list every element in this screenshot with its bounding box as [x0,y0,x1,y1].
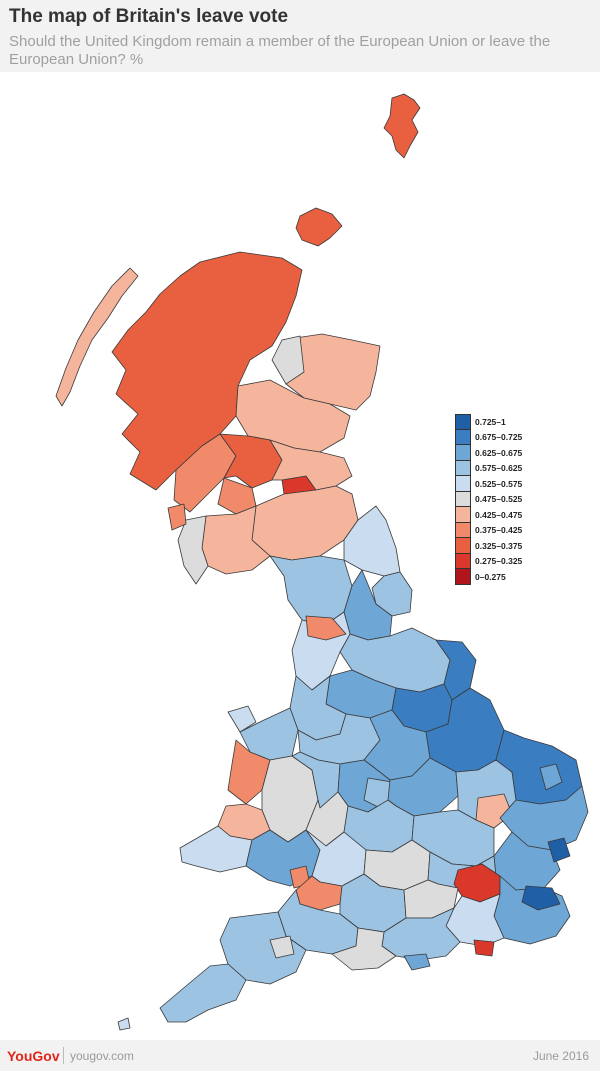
header: The map of Britain's leave vote Should t… [0,0,600,72]
legend-swatch [455,445,471,461]
norwich-region [539,763,563,791]
brighton-region [473,939,495,957]
map-legend: 0.725–1 0.675–0.725 0.625–0.675 0.575–0.… [455,414,522,585]
footer: YouGov yougov.com June 2016 [0,1040,600,1071]
legend-label: 0.625–0.675 [475,447,523,458]
legend-swatch [455,569,471,585]
legend-swatch [455,429,471,445]
legend-item: 0.325–0.375 [455,538,522,554]
legend-item: 0.525–0.575 [455,476,522,492]
legend-swatch [455,460,471,476]
scottish-borders-region [251,485,359,561]
legend-label: 0.575–0.625 [475,463,523,474]
legend-item: 0.475–0.525 [455,491,523,507]
highlands-region [111,251,303,491]
legend-item: 0–0.275 [455,569,522,585]
page-subtitle: Should the United Kingdom remain a membe… [9,33,551,68]
central-scotland-region [219,433,283,489]
legend-item: 0.625–0.675 [455,445,522,461]
legend-swatch [455,491,471,507]
legend-label: 0.725–1 [475,416,506,427]
legend-swatch [455,538,471,554]
devon-region [219,911,307,985]
legend-label: 0.325–0.375 [475,540,523,551]
legend-swatch [455,414,471,430]
anglesey-region [227,705,257,733]
shetland-region [383,93,421,159]
footer-divider [63,1047,64,1064]
scilly-region [117,1017,131,1031]
legend-label: 0.675–0.725 [475,432,523,443]
islay-region [167,503,187,531]
yougov-logo[interactable]: YouGov [7,1048,60,1064]
legend-swatch [455,476,471,492]
publication-date: June 2016 [532,1049,589,1063]
thanet-region [521,885,561,911]
legend-item: 0.725–1 [455,414,522,430]
ayrshire-region [177,515,209,585]
legend-swatch [455,522,471,538]
dorset-region [331,927,397,971]
tyne-wear-region [371,571,413,617]
legend-item: 0.275–0.325 [455,553,523,569]
legend-item: 0.575–0.625 [455,460,523,476]
clacton-region [547,837,571,863]
site-link[interactable]: yougov.com [70,1049,134,1063]
orkney-region [295,207,343,247]
legend-swatch [455,553,471,569]
legend-label: 0.375–0.425 [475,525,523,536]
isle-of-wight-region [403,953,431,971]
exeter-region [269,935,295,959]
legend-swatch [455,507,471,523]
legend-label: 0.275–0.325 [475,556,523,567]
outer-hebrides-region [55,267,139,407]
legend-item: 0.425–0.475 [455,507,522,523]
legend-label: 0.425–0.475 [475,509,523,520]
lancaster-region [305,615,347,641]
legend-label: 0–0.275 [475,571,506,582]
legend-label: 0.475–0.525 [475,494,523,505]
moray-region [271,335,305,385]
perth-region [235,379,351,453]
britain-map [55,93,589,1031]
gwynedd-region [227,739,271,805]
legend-item: 0.675–0.725 [455,429,523,445]
cornwall-region [159,963,247,1023]
legend-item: 0.375–0.425 [455,522,523,538]
suffolk-region [499,785,589,851]
page-title: The map of Britain's leave vote [9,6,289,27]
legend-label: 0.525–0.575 [475,478,523,489]
